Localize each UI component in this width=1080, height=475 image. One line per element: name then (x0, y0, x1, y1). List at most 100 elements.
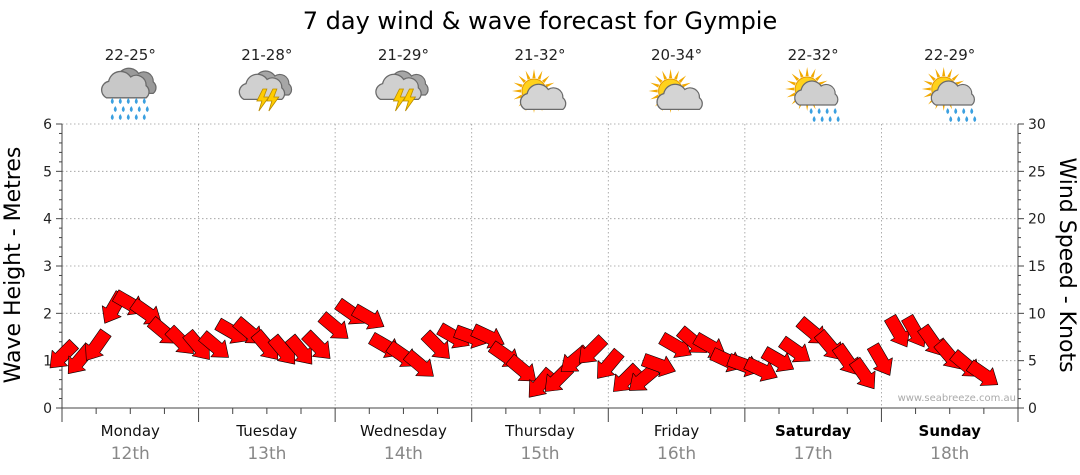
rain-drop (828, 116, 832, 122)
day-date-label: 12th (111, 444, 150, 464)
wind-arrow (760, 346, 795, 373)
wind-arrow (85, 328, 112, 361)
wind-arrow (849, 356, 876, 390)
wind-arrow (528, 366, 557, 398)
rain-drop (836, 116, 840, 122)
temperature-label: 21-29° (378, 46, 429, 64)
rain-drop (812, 116, 816, 122)
gridlines (62, 123, 1018, 408)
axes: 0 1 2 3 4 5 6 0 5 10 15 20 25 30 (43, 117, 1046, 422)
y-left-tick-label: 0 (43, 401, 52, 417)
wind-arrow (866, 342, 893, 376)
temperature-label: 22-29° (924, 46, 975, 64)
sun-ray (650, 82, 660, 88)
rain-drop (825, 108, 829, 114)
cloud-front (656, 83, 703, 111)
partly-cloudy-icon (512, 69, 567, 113)
wind-arrow (420, 329, 450, 359)
day-date-label: 14th (384, 444, 423, 464)
wind-arrow (301, 329, 331, 359)
day-date-label: 18th (930, 444, 969, 464)
wind-arrow (641, 353, 676, 378)
day-date-label: 17th (794, 444, 833, 464)
y-left-tick-label: 5 (43, 164, 52, 180)
wind-arrow (198, 330, 229, 358)
rain-drop (817, 108, 821, 114)
wind-arrow (743, 356, 778, 382)
lightning-bolt (402, 88, 417, 112)
day-date-label: 16th (657, 444, 696, 464)
cloud-front (794, 80, 839, 106)
watermark: www.seabreeze.com.au (898, 393, 1016, 404)
sun-ray (947, 68, 953, 78)
weather-icons (100, 67, 977, 122)
sun-ray (674, 70, 679, 80)
sun-ray (681, 82, 691, 88)
lightning-bolt (266, 88, 280, 112)
sun-ray (935, 68, 941, 78)
wind-arrow (613, 362, 643, 392)
sun-ray (923, 80, 933, 86)
rain-drop (962, 108, 966, 114)
wind-arrow (351, 303, 385, 330)
wind-arrow (965, 359, 999, 386)
sun-ray (678, 75, 687, 83)
wind-arrow (884, 314, 910, 348)
temperature-label: 21-28° (241, 46, 292, 64)
y-right-tick-label: 30 (1028, 117, 1046, 133)
wind-arrow (49, 338, 79, 369)
rain-drop (134, 114, 138, 120)
thunderstorm-icon (238, 70, 293, 112)
rain-drop (129, 106, 133, 112)
rain-drop (970, 108, 974, 114)
sun-ray (951, 73, 960, 81)
rain-drop (142, 98, 146, 104)
sun-ray (798, 68, 804, 78)
y-left-tick-label: 2 (43, 306, 52, 322)
wind-arrows (49, 289, 999, 398)
sun-ray (942, 67, 946, 77)
sun-ray (537, 70, 543, 80)
rain-drop (973, 116, 977, 122)
wind-arrow (317, 311, 349, 339)
sun-ray (791, 73, 800, 81)
rain-drop (126, 114, 130, 120)
sun-ray (655, 75, 663, 83)
cloud-front (930, 80, 975, 106)
day-name-label: Wednesday (360, 422, 447, 440)
wind-arrow (778, 335, 811, 363)
wind-arrow (284, 333, 313, 365)
rain-drop (110, 114, 114, 120)
sun-ray (525, 70, 531, 80)
rain-drop (946, 108, 950, 114)
rain-drop (145, 106, 149, 112)
sun-ray (786, 80, 796, 86)
temperature-labels: 22-25° 21-28° 21-29° 21-32° 20-34° 22-32° 22-2… (105, 46, 976, 64)
sun-ray (513, 82, 523, 88)
day-name-label: Saturday (775, 422, 852, 440)
temperature-label: 22-32° (788, 46, 839, 64)
rain-cloud-icon (100, 67, 157, 120)
cloud-body (519, 83, 567, 111)
day-name-label: Sunday (919, 422, 982, 440)
sun-ray (923, 92, 933, 98)
sun-ray (810, 68, 816, 78)
sun-showers-icon (921, 67, 977, 122)
sun-ray (512, 89, 522, 93)
y-left-tick-label: 6 (43, 117, 52, 133)
y-right-tick-label: 5 (1028, 354, 1037, 370)
rain-drop (134, 98, 138, 104)
cloud-front (519, 83, 567, 111)
y-axis-right-label: Wind Speed - Knots (1054, 157, 1079, 372)
y-left-tick-label: 3 (43, 259, 52, 275)
rain-drop (118, 98, 122, 104)
sun-ray (648, 89, 658, 93)
sun-ray (815, 73, 823, 81)
sun-ray (805, 67, 809, 77)
sun-ray (542, 75, 550, 83)
wind-arrow (578, 334, 609, 364)
rain-drop (110, 98, 114, 104)
day-date-label: 13th (247, 444, 286, 464)
wind-arrow (402, 349, 434, 377)
